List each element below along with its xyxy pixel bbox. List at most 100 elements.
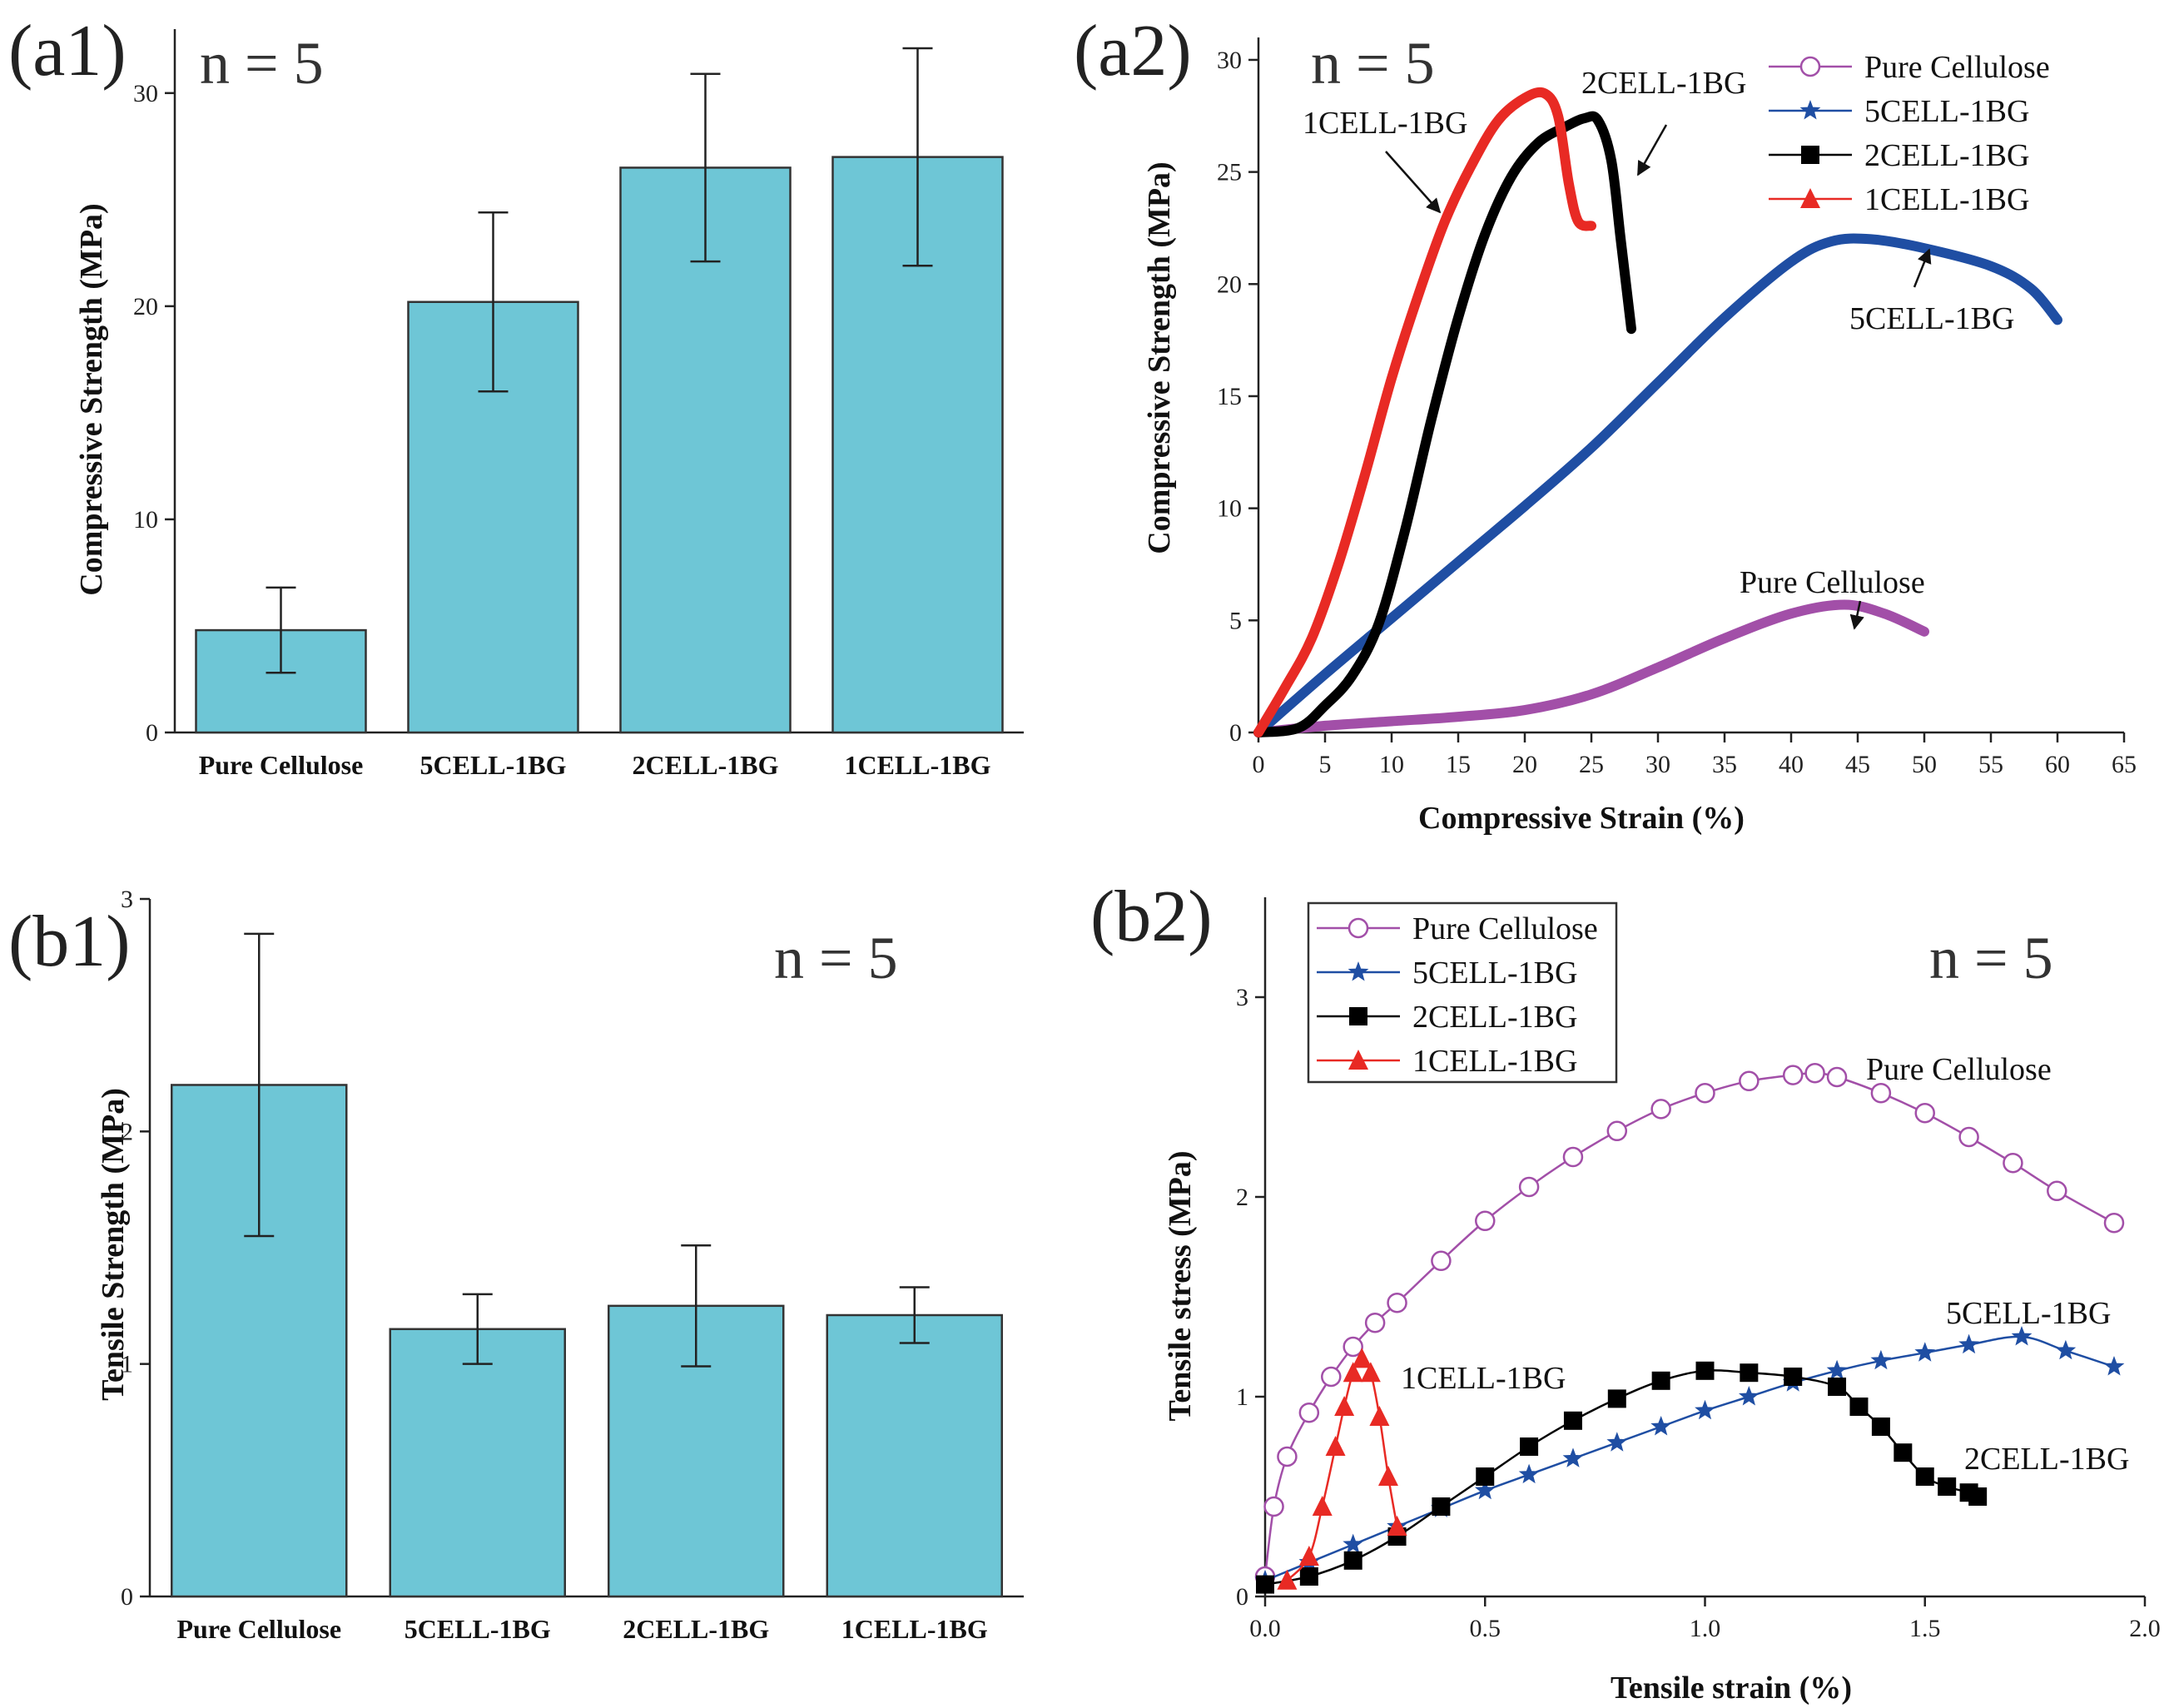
legend-marker bbox=[1348, 917, 1369, 939]
curve-label-5cell-1bg-b2: 5CELL-1BG bbox=[1946, 1296, 2111, 1331]
y-tick-label: 10 bbox=[1217, 495, 1242, 523]
annotation-arrow bbox=[1913, 248, 1932, 288]
legend-marker bbox=[1800, 188, 1820, 208]
x-tick-label: 55 bbox=[1978, 751, 2003, 778]
data-point bbox=[1606, 1120, 1628, 1142]
data-point bbox=[2047, 1180, 2067, 1202]
y-tick-label: 2 bbox=[1236, 1184, 1248, 1211]
x-tick-label: 30 bbox=[1645, 751, 1670, 778]
data-point bbox=[1894, 1443, 1913, 1462]
x-axis-label-a2: Compressive Strain (%) bbox=[1418, 801, 1745, 836]
data-point bbox=[1369, 1406, 1390, 1426]
legend-label: Pure Cellulose bbox=[1412, 911, 1598, 946]
x-tick-label: 1.5 bbox=[1909, 1615, 1941, 1642]
curves-b2 bbox=[1254, 1062, 2125, 1594]
bars-b1: Pure Cellulose 5CELL-1BG 2CELL-1BG 1CELL-1B… bbox=[171, 932, 1003, 1644]
y-tick-label: 0 bbox=[1229, 719, 1242, 747]
y-tick-label: 0 bbox=[146, 719, 158, 747]
data-point bbox=[1562, 1447, 1584, 1467]
data-point bbox=[1431, 1250, 1452, 1272]
y-tick-label: 25 bbox=[1217, 159, 1242, 186]
legend-a2: Pure Cellulose 5CELL-1BG 2CELL-1BG 1CELL-1B… bbox=[1769, 50, 2050, 217]
curve-label-1cell-1bg-b2: 1CELL-1BG bbox=[1401, 1361, 1566, 1396]
data-point bbox=[1520, 1437, 1539, 1456]
data-point bbox=[1828, 1378, 1847, 1396]
data-point bbox=[1334, 1396, 1355, 1416]
data-point bbox=[1563, 1411, 1582, 1430]
data-point bbox=[2003, 1152, 2023, 1174]
panel-a1: (a1) n = 5 Compressive Strength (MPa) 0 1… bbox=[8, 11, 1024, 780]
x-axis-label-b2: Tensile strain (%) bbox=[1611, 1671, 1852, 1706]
data-point bbox=[1299, 1567, 1318, 1586]
curve-annotations-b2: Pure Cellulose 5CELL-1BG 2CELL-1BG 1CELL… bbox=[1401, 1052, 2129, 1477]
data-point bbox=[1870, 1349, 1892, 1370]
data-point bbox=[1518, 1176, 1540, 1198]
data-point bbox=[1343, 1533, 1364, 1554]
data-point bbox=[1364, 1312, 1386, 1333]
data-point bbox=[1782, 1065, 1804, 1085]
panel-b2: (b2) n = 5 Tensile stress (MPa) Tensile … bbox=[1090, 876, 2161, 1706]
curve-label-pure-cellulose-a2: Pure Cellulose bbox=[1740, 565, 1925, 600]
y-tick-label: 10 bbox=[133, 506, 158, 534]
x-tick-label: 20 bbox=[1512, 751, 1537, 778]
x-tick-label: 15 bbox=[1446, 751, 1471, 778]
data-point bbox=[1695, 1082, 1715, 1104]
panel-label-b1: (b1) bbox=[8, 901, 131, 982]
legend-label: Pure Cellulose bbox=[1864, 50, 2050, 85]
data-point bbox=[1607, 1389, 1626, 1408]
data-point bbox=[1377, 1466, 1398, 1486]
y-tick-label: 0 bbox=[1236, 1583, 1248, 1611]
axes-b2: 0.0 0.5 1.0 1.5 2.0 0 1 2 3 bbox=[1236, 897, 2161, 1642]
y-axis-label-a1: Compressive Strength (MPa) bbox=[74, 203, 109, 595]
data-point bbox=[1387, 1516, 1407, 1536]
data-point bbox=[1387, 1292, 1407, 1313]
data-point bbox=[2103, 1356, 2125, 1376]
data-point bbox=[1321, 1366, 1342, 1388]
annotation-arrow bbox=[1385, 151, 1442, 214]
data-point bbox=[1298, 1546, 1319, 1566]
data-point bbox=[1739, 1070, 1760, 1092]
x-tick-label: 1.0 bbox=[1690, 1615, 1721, 1642]
series-line bbox=[1253, 233, 2062, 737]
legend-marker bbox=[1348, 961, 1369, 981]
annotation-arrow bbox=[1849, 600, 1864, 630]
annotation-arrow bbox=[1636, 124, 1668, 176]
legend-label: 2CELL-1BG bbox=[1864, 138, 2029, 173]
bars-a1: Pure Cellulose 5CELL-1BG 2CELL-1BG 1CELL-1B… bbox=[195, 47, 1004, 780]
panel-label-a2: (a2) bbox=[1074, 11, 1192, 92]
data-point bbox=[1298, 1402, 1320, 1423]
data-point bbox=[1325, 1436, 1346, 1456]
y-axis-label-b1: Tensile Strength (MPa) bbox=[96, 1088, 131, 1401]
data-point bbox=[1606, 1432, 1628, 1452]
data-point bbox=[1739, 1386, 1760, 1406]
n-annotation-a1: n = 5 bbox=[200, 30, 324, 97]
axes-a2: 0 5 10 15 20 25 30 35 40 45 50 55 60 65 0 5 10 15 20 25 30 bbox=[1217, 37, 2137, 778]
data-point bbox=[1958, 1333, 1979, 1354]
series-line bbox=[1253, 87, 1596, 737]
x-tick-label: 0.5 bbox=[1470, 1615, 1501, 1642]
curves-a2 bbox=[1253, 87, 2062, 737]
data-point bbox=[1343, 1551, 1362, 1570]
panel-a2: (a2) n = 5 Compressive Strength (MPa) Co… bbox=[1074, 11, 2137, 836]
y-axis-label-b2: Tensile stress (MPa) bbox=[1163, 1150, 1198, 1421]
legend-label: 1CELL-1BG bbox=[1412, 1044, 1577, 1079]
curve-label-2cell-1bg-a2: 2CELL-1BG bbox=[1581, 66, 1746, 101]
data-point bbox=[2055, 1339, 2077, 1360]
data-point bbox=[1914, 1342, 1936, 1362]
y-tick-label: 0 bbox=[121, 1583, 133, 1611]
data-point bbox=[1650, 1099, 1671, 1120]
x-tick-label: 40 bbox=[1779, 751, 1804, 778]
x-tick-label: 50 bbox=[1912, 751, 1937, 778]
legend-marker bbox=[1348, 1050, 1368, 1070]
data-point bbox=[1263, 1496, 1284, 1517]
data-point bbox=[1870, 1082, 1892, 1104]
data-point bbox=[2103, 1212, 2125, 1234]
curve-label-pure-cellulose-b2: Pure Cellulose bbox=[1866, 1052, 2052, 1087]
data-point bbox=[1360, 1362, 1381, 1383]
x-tick-label: 60 bbox=[2045, 751, 2070, 778]
y-tick-label: 15 bbox=[1217, 383, 1242, 410]
panel-label-a1: (a1) bbox=[8, 11, 127, 92]
legend-label: 2CELL-1BG bbox=[1412, 1000, 1577, 1035]
y-tick-label: 3 bbox=[121, 886, 133, 913]
